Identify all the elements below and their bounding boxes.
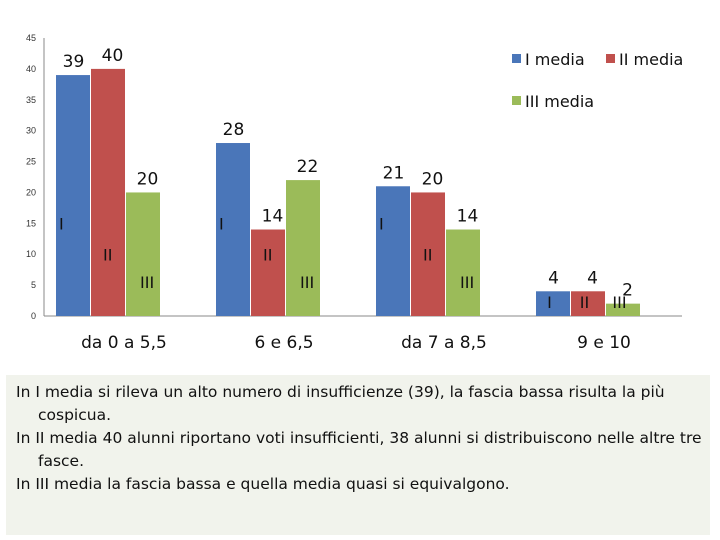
y-tick-label: 15 xyxy=(26,218,36,228)
bar xyxy=(411,192,445,316)
value-label: 28 xyxy=(223,120,245,140)
y-tick-label: 10 xyxy=(26,249,36,259)
legend-label: II media xyxy=(619,50,683,69)
y-tick-label: 0 xyxy=(31,311,36,321)
bar xyxy=(606,303,640,316)
bar xyxy=(376,186,410,316)
legend-label: I media xyxy=(525,50,585,69)
value-label: 2 xyxy=(622,281,633,301)
value-label: 14 xyxy=(457,207,479,227)
bar xyxy=(536,291,570,316)
value-label: 14 xyxy=(262,207,284,227)
bar-series xyxy=(56,68,640,316)
series-mark: II xyxy=(580,293,589,312)
series-mark: I xyxy=(59,215,64,234)
legend-swatch xyxy=(606,54,615,63)
bar xyxy=(446,229,480,316)
y-tick-label: 5 xyxy=(31,280,36,290)
series-mark: II xyxy=(263,245,272,264)
y-tick-label: 40 xyxy=(26,64,36,74)
series-mark: III xyxy=(460,273,474,292)
legend-swatch xyxy=(512,96,521,105)
y-tick-label: 20 xyxy=(26,187,36,197)
category-labels: da 0 a 5,5 6 e 6,5 da 7 a 8,5 9 e 10 xyxy=(81,333,631,353)
value-label: 20 xyxy=(137,169,159,189)
value-label: 4 xyxy=(587,268,598,288)
note-line: In I media si rileva un alto numero di i… xyxy=(16,383,665,424)
category-label: da 7 a 8,5 xyxy=(401,333,487,353)
category-label: da 0 a 5,5 xyxy=(81,333,167,353)
bar xyxy=(91,68,125,316)
series-mark: III xyxy=(140,273,154,292)
series-mark: II xyxy=(423,245,432,264)
note-line: In III media la fascia bassa e quella me… xyxy=(16,475,510,493)
bar xyxy=(251,229,285,316)
value-label: 4 xyxy=(548,268,559,288)
y-tick-label: 30 xyxy=(26,126,36,136)
y-tick-labels: 0 5 10 15 20 25 30 35 40 45 xyxy=(26,33,36,321)
legend: I media II media III media xyxy=(512,50,683,111)
bar xyxy=(571,291,605,316)
legend-label: III media xyxy=(525,92,594,111)
series-mark: III xyxy=(300,273,314,292)
value-label: 22 xyxy=(297,157,319,177)
value-label: 21 xyxy=(383,163,405,183)
y-tick-label: 25 xyxy=(26,157,36,167)
series-mark: II xyxy=(103,245,112,264)
note-line: In II media 40 alunni riportano voti ins… xyxy=(16,429,702,470)
bar xyxy=(126,192,160,316)
legend-swatch xyxy=(512,54,521,63)
bar xyxy=(286,180,320,316)
series-mark: III xyxy=(612,293,626,312)
y-tick-label: 45 xyxy=(26,33,36,43)
bar xyxy=(56,75,90,316)
bar xyxy=(216,143,250,316)
series-mark: I xyxy=(547,293,552,312)
value-label: 40 xyxy=(102,46,124,66)
y-tick-label: 35 xyxy=(26,95,36,105)
series-mark: I xyxy=(219,215,224,234)
series-mark: I xyxy=(379,215,384,234)
category-label: 6 e 6,5 xyxy=(254,333,313,353)
value-label: 20 xyxy=(422,169,444,189)
value-label: 39 xyxy=(63,52,85,72)
category-label: 9 e 10 xyxy=(577,333,631,353)
commentary-box: In I media si rileva un alto numero di i… xyxy=(6,375,710,535)
